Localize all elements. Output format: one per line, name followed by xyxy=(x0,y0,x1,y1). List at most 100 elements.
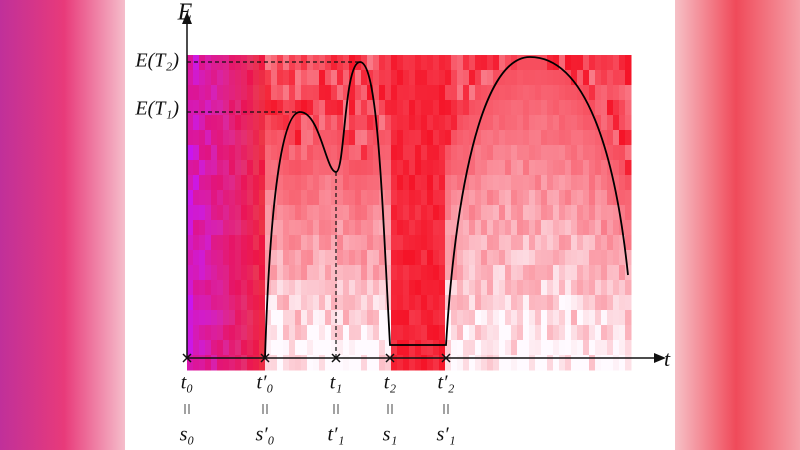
heat-cell xyxy=(457,280,464,296)
heat-cell xyxy=(463,355,470,371)
heat-cell xyxy=(229,175,236,191)
heat-cell xyxy=(613,205,620,221)
heat-cell xyxy=(415,70,422,86)
heat-cell xyxy=(223,340,230,356)
heat-cell xyxy=(217,115,224,131)
heat-cell xyxy=(331,130,338,146)
heat-cell xyxy=(367,355,374,371)
heat-cell xyxy=(475,340,482,356)
heat-cell xyxy=(259,85,266,101)
heat-cell xyxy=(589,175,596,191)
heat-cell xyxy=(553,280,560,296)
heat-cell xyxy=(601,160,608,176)
level-label: E(T₁) xyxy=(134,98,179,120)
heat-cell xyxy=(475,235,482,251)
heat-cell xyxy=(313,55,320,71)
heat-cell xyxy=(583,355,590,371)
heat-cell xyxy=(199,235,206,251)
heat-cell xyxy=(517,220,524,236)
heat-cell xyxy=(433,130,440,146)
heat-cell xyxy=(511,145,518,161)
heat-cell xyxy=(541,160,548,176)
heat-cell xyxy=(349,280,356,296)
heat-cell xyxy=(433,85,440,101)
heat-cell xyxy=(505,145,512,161)
heat-cell xyxy=(259,220,266,236)
heat-cell xyxy=(535,160,542,176)
heat-cell xyxy=(445,280,452,296)
heat-cell xyxy=(265,70,272,86)
heat-cell xyxy=(397,355,404,371)
heat-cell xyxy=(259,295,266,311)
heat-cell xyxy=(217,70,224,86)
heat-cell xyxy=(523,205,530,221)
heat-cell xyxy=(361,85,368,101)
heat-cell xyxy=(475,130,482,146)
heat-cell xyxy=(625,340,632,356)
heat-cell xyxy=(463,310,470,326)
heat-cell xyxy=(229,295,236,311)
heat-cell xyxy=(589,325,596,341)
heat-cell xyxy=(409,190,416,206)
heat-cell xyxy=(187,340,194,356)
heat-cell xyxy=(463,100,470,116)
heat-cell xyxy=(235,340,242,356)
heat-cell xyxy=(193,130,200,146)
heat-cell xyxy=(625,175,632,191)
heat-cell xyxy=(613,325,620,341)
heat-cell xyxy=(499,100,506,116)
heat-cell xyxy=(493,265,500,281)
heat-cell xyxy=(241,85,248,101)
heat-cell xyxy=(571,100,578,116)
heat-cell xyxy=(313,220,320,236)
heat-cell xyxy=(319,175,326,191)
heat-cell xyxy=(397,340,404,356)
heat-cell xyxy=(343,220,350,236)
heat-cell xyxy=(535,235,542,251)
heat-cell xyxy=(265,340,272,356)
heat-cell xyxy=(289,325,296,341)
heat-cell xyxy=(547,235,554,251)
heat-cell xyxy=(211,100,218,116)
heat-cell xyxy=(235,235,242,251)
heat-cell xyxy=(187,100,194,116)
heat-cell xyxy=(373,145,380,161)
heat-cell xyxy=(295,280,302,296)
heat-cell xyxy=(445,355,452,371)
heat-cell xyxy=(415,190,422,206)
heat-cell xyxy=(205,100,212,116)
heat-cell xyxy=(211,355,218,371)
heat-cell xyxy=(481,175,488,191)
heat-cell xyxy=(295,355,302,371)
heat-cell xyxy=(193,340,200,356)
heat-cell xyxy=(475,355,482,371)
heat-cell xyxy=(403,115,410,131)
heat-cell xyxy=(439,85,446,101)
heat-cell xyxy=(571,310,578,326)
heat-cell xyxy=(391,355,398,371)
heat-cell xyxy=(277,295,284,311)
heat-cell xyxy=(331,175,338,191)
heat-cell xyxy=(259,55,266,71)
heat-cell xyxy=(385,55,392,71)
heat-cell xyxy=(397,175,404,191)
heat-cell xyxy=(595,175,602,191)
heat-cell xyxy=(385,85,392,101)
heat-cell xyxy=(343,160,350,176)
heat-cell xyxy=(319,265,326,281)
heat-cell xyxy=(445,175,452,191)
heat-cell xyxy=(445,220,452,236)
heat-cell xyxy=(379,280,386,296)
heat-cell xyxy=(607,355,614,371)
heat-cell xyxy=(619,55,626,71)
heat-cell xyxy=(247,160,254,176)
heat-cell xyxy=(571,235,578,251)
heat-cell xyxy=(373,205,380,221)
heat-cell xyxy=(409,115,416,131)
heat-cell xyxy=(343,295,350,311)
heat-cell xyxy=(511,190,518,206)
heat-cell xyxy=(547,160,554,176)
heat-cell xyxy=(571,250,578,266)
heat-cell xyxy=(355,340,362,356)
heat-cell xyxy=(397,235,404,251)
